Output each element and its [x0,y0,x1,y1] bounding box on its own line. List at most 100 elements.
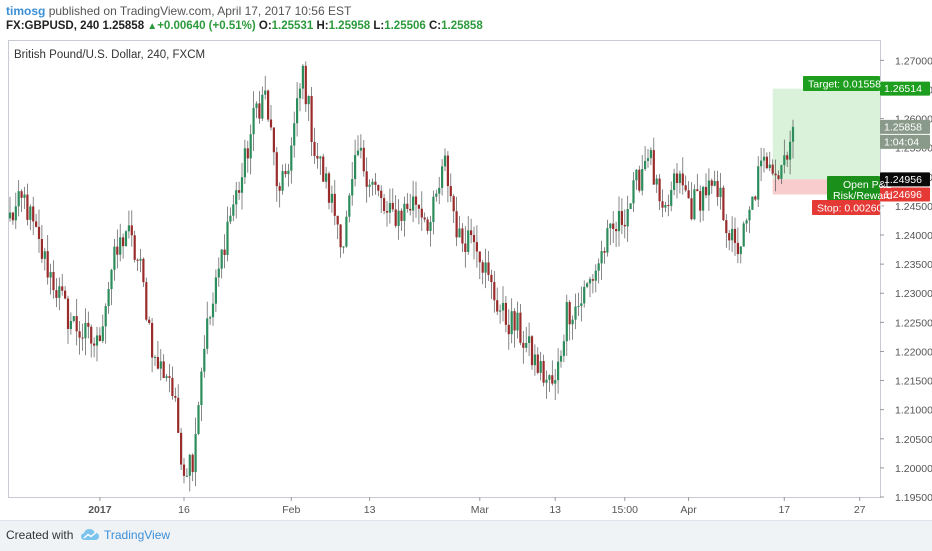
x-tick-label: 13 [549,504,561,516]
candle-body [789,141,792,160]
candle-body [383,198,386,211]
last-price: 1.25858 [102,20,145,32]
candle-body [707,180,710,196]
candle-body [574,306,577,320]
tradingview-brand[interactable]: TradingView [104,528,171,542]
candle-body [403,203,406,221]
candle-body [182,464,186,476]
up-arrow-icon: ▲ [147,21,158,32]
candle-body [728,233,731,241]
y-tick-label: 1.24000 [895,230,932,242]
candle-body [420,208,423,218]
candle-body [17,191,20,207]
candle-body [37,226,41,240]
candle-body [452,196,455,212]
candle-body [762,156,766,161]
candle-body [443,155,447,167]
entry-price-tag: 1.24956 [880,172,930,187]
candle-body [359,147,362,151]
candle-body [661,201,664,208]
y-tick-label: 1.20500 [895,434,932,446]
candle-body [23,194,26,198]
y-tick-label: 1.22500 [895,317,932,329]
candle-body [554,380,557,384]
y-tick-label: 1.22000 [895,346,932,358]
price-change: +0.00640 (+0.51%) [157,20,256,32]
candle-body [249,134,252,159]
candle-body [458,228,461,238]
candle-body [757,166,760,200]
x-tick-label: 27 [854,504,866,516]
candle-body [670,190,673,206]
stop-price-tag-text: 1.24696 [884,189,922,201]
candle-body [652,150,655,185]
price-labels: 1.26514 1.25858 1:04:04 1.24956 1.24696 Targe… [803,76,930,215]
candle-body [432,196,435,223]
x-axis[interactable]: 2017 16 Feb 13 Mar 13 15:00 Apr 17 27 [88,497,866,516]
price-chart[interactable]: British Pound/U.S. Dollar, 240, FXCM 1.2… [0,0,932,520]
x-tick-label: 2017 [88,504,112,516]
candle-body [748,209,751,221]
y-tick-label: 1.23000 [895,288,932,300]
stop-label: Stop: 0.00260 [812,200,883,215]
candle-body [214,277,217,304]
candle-body [153,356,157,358]
candle-body [243,148,246,178]
y-tick-label: 1.19500 [895,492,932,504]
candle-body [594,270,597,281]
plot-area[interactable] [8,40,881,498]
candle-body [646,158,650,161]
candle-body [261,94,264,119]
candle-body [481,262,484,273]
candle-body [55,290,58,298]
candle-body [46,251,49,278]
open-label: O: [258,20,272,32]
y-tick-label: 1.20000 [895,463,932,475]
candle-body [774,173,777,176]
candle-body [316,155,319,159]
candle-body [139,258,142,261]
candle-body [559,355,563,362]
candle-body [113,246,116,270]
candle-body [11,212,14,221]
candle-body [252,107,255,135]
candle-body [327,173,331,203]
candle-body [356,150,360,156]
candle-body [400,210,403,221]
candle-body [684,185,687,191]
candle-body [609,223,612,229]
target-zone[interactable] [772,88,880,180]
candle-body [548,375,551,380]
candle-body [90,326,93,344]
candle-body [626,209,629,227]
candle-body [188,454,191,476]
candle-body [612,223,615,230]
y-tick-label: 1.21500 [895,376,932,388]
candle-body [310,95,313,142]
candle-body [368,184,371,187]
candle-body [264,90,267,95]
candle-body [29,206,32,220]
candle-body [185,475,188,477]
candle-body [522,342,525,348]
candle-body [423,217,426,220]
candle-body [156,356,159,369]
candle-body [301,65,304,89]
low-label: L: [373,20,385,32]
candle-body [780,165,783,179]
candle-body [583,286,586,304]
candle-body [719,187,722,197]
countdown-tag-text: 1:04:04 [884,136,919,148]
candle-body [620,211,623,225]
candle-body [588,279,592,284]
candle-body [722,187,725,221]
candle-body [49,272,52,278]
candle-body [232,204,235,216]
candle-body [194,433,197,473]
candle-body [528,336,531,344]
author-username[interactable]: timosg [6,4,46,18]
candle-body [649,150,652,159]
y-tick-label: 1.21000 [895,405,932,417]
candle-body [319,156,322,159]
target-price-tag-text: 1.26514 [884,83,922,95]
